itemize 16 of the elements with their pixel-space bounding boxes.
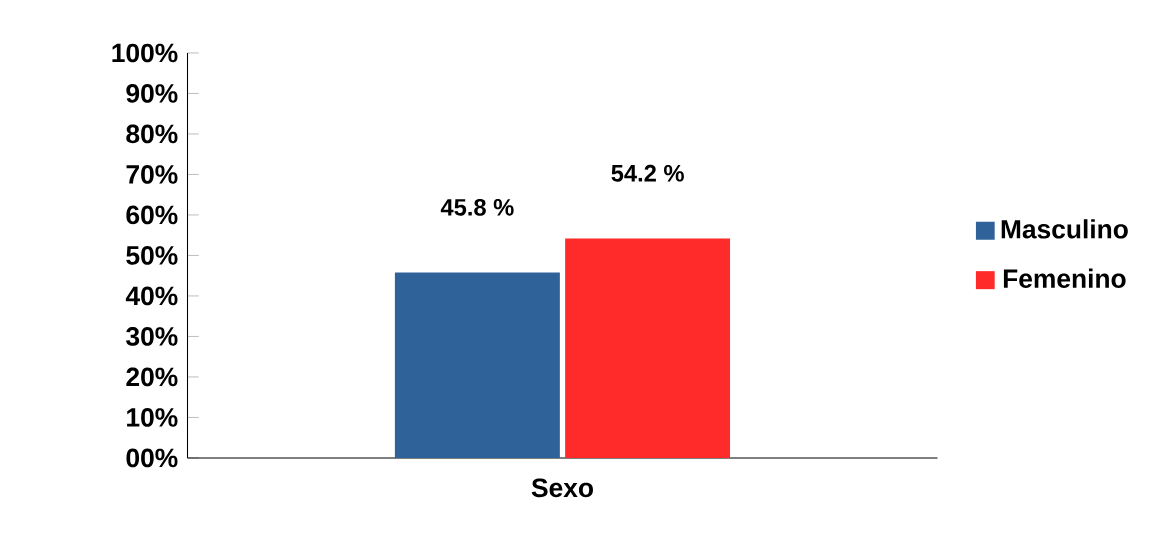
y-tick-label: 50% — [126, 246, 178, 265]
y-tick-label: 100% — [112, 43, 178, 63]
legend-label: Masculino — [1001, 219, 1128, 239]
data-label: 45.8 % — [440, 198, 514, 216]
y-tick-label: 60% — [126, 205, 178, 225]
y-tick-label: 70% — [126, 165, 178, 184]
y-tick-label: 20% — [126, 367, 178, 387]
y-tick-label: 40% — [125, 286, 178, 306]
legend-label: Femenino — [1003, 268, 1126, 288]
y-tick-label: 80% — [126, 124, 178, 144]
x-tick-label: Sexo — [531, 478, 593, 498]
y-tick-label: 30% — [126, 327, 178, 346]
data-label: 54.2 % — [611, 164, 684, 182]
y-tick-label: 10% — [127, 408, 178, 427]
y-tick-label: 00% — [126, 448, 178, 468]
y-tick-label: 90% — [126, 84, 178, 103]
